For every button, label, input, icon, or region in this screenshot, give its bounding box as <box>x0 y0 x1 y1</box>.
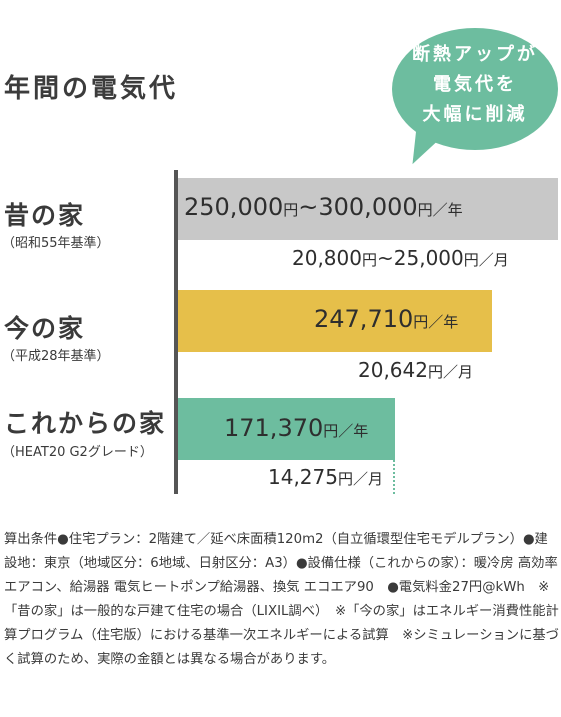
speech-bubble-text: 断熱アップが 電気代を 大幅に削減 <box>392 40 558 130</box>
category-label: 今の家 <box>4 314 86 343</box>
monthly-value-label: 20,800円~25,000円／月 <box>292 246 509 270</box>
bar-value-label: 171,370円／年 <box>224 414 369 442</box>
bubble-line: 電気代を <box>433 74 517 95</box>
bubble-line: 大幅に削減 <box>422 104 528 125</box>
category-sublabel: （昭和55年基準） <box>2 236 110 251</box>
category-sublabel: （HEAT20 G2グレード） <box>2 445 153 460</box>
category-sublabel: （平成28年基準） <box>2 349 110 364</box>
bar <box>178 290 492 352</box>
monthly-value-label: 14,275円／月 <box>268 465 383 489</box>
category-label: 昔の家 <box>4 201 86 230</box>
bar-value-label: 250,000円~300,000円／年 <box>184 193 463 221</box>
monthly-value-label: 20,642円／月 <box>358 358 473 382</box>
speech-bubble-body <box>392 28 558 150</box>
calculation-notes: 算出条件●住宅プラン：2階建て／延べ床面積120m2（自立循環型住宅モデルプラン… <box>4 532 559 667</box>
bar-value-label: 247,710円／年 <box>314 305 459 333</box>
bar <box>178 178 558 240</box>
y-axis-line <box>174 170 178 494</box>
bar-extension-line <box>393 460 395 494</box>
page-title: 年間の電気代 <box>4 74 179 104</box>
category-label: これからの家 <box>4 409 167 438</box>
bar <box>178 398 395 460</box>
bubble-line: 断熱アップが <box>412 44 538 65</box>
